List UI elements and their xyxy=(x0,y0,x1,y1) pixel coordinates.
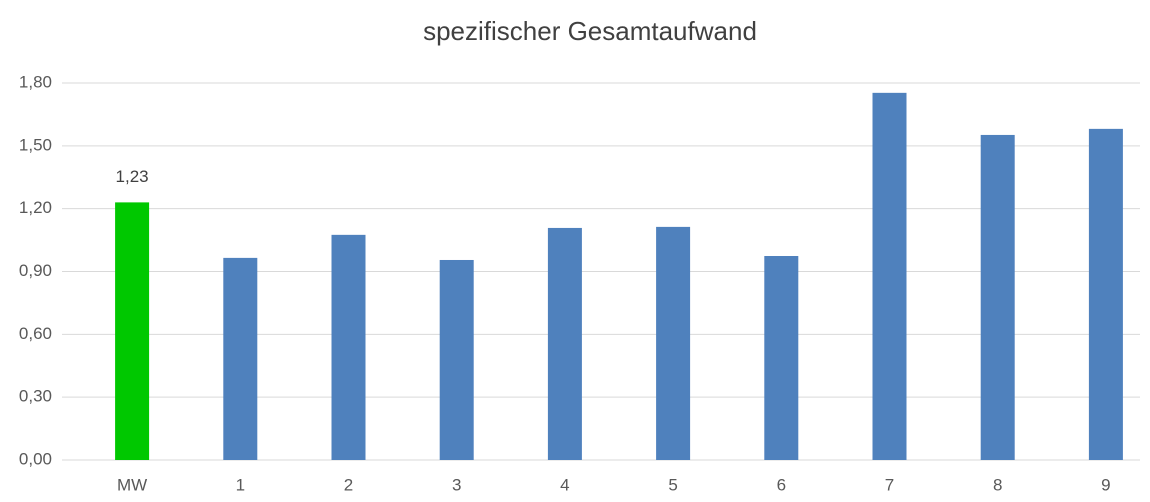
bar xyxy=(980,134,1015,461)
bar xyxy=(223,257,258,460)
y-tick-label: 1,50 xyxy=(19,135,52,154)
x-tick-label: 6 xyxy=(777,475,786,494)
x-tick-label: 3 xyxy=(452,475,461,494)
x-tick-label: 1 xyxy=(236,475,245,494)
x-tick-label: MW xyxy=(117,475,147,494)
bar xyxy=(439,259,474,460)
data-label: 1,23 xyxy=(116,167,149,186)
bar xyxy=(656,226,691,460)
bar xyxy=(1088,128,1123,460)
x-tick-label: 5 xyxy=(668,475,677,494)
y-tick-label: 0,00 xyxy=(19,449,52,468)
y-tick-label: 0,60 xyxy=(19,324,52,343)
chart-title: spezifischer Gesamtaufwand xyxy=(423,16,757,46)
bar xyxy=(331,234,366,460)
bar xyxy=(547,227,582,460)
bar xyxy=(115,202,150,460)
x-tick-label: 2 xyxy=(344,475,353,494)
x-tick-label: 8 xyxy=(993,475,1002,494)
y-tick-label: 1,80 xyxy=(19,72,52,91)
bar xyxy=(872,92,907,461)
x-tick-label: 7 xyxy=(885,475,894,494)
y-tick-label: 1,20 xyxy=(19,198,52,217)
y-tick-label: 0,90 xyxy=(19,261,52,280)
y-tick-label: 0,30 xyxy=(19,387,52,406)
x-tick-label: 4 xyxy=(560,475,569,494)
x-tick-label: 9 xyxy=(1101,475,1110,494)
bar xyxy=(764,256,799,460)
